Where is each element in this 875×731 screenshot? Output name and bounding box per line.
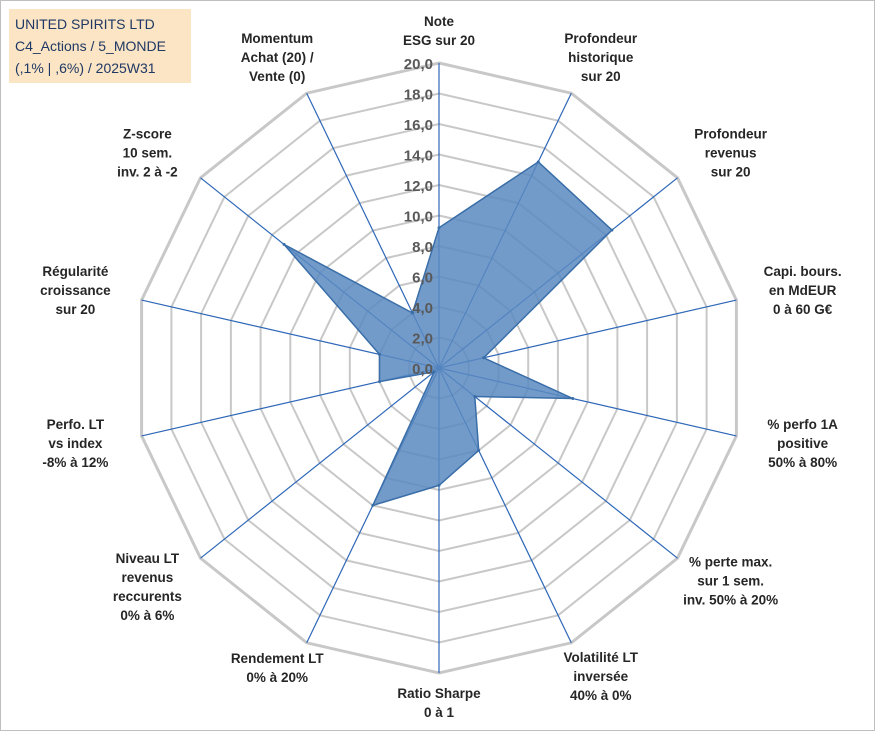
tick-label: 2,0 xyxy=(412,331,433,348)
axis-label-line: Régularité xyxy=(42,264,109,279)
axis-label-line: croissance xyxy=(40,283,111,298)
tick-label: 8,0 xyxy=(412,239,433,256)
data-point xyxy=(378,380,381,384)
data-point xyxy=(432,370,436,374)
axis-label: Capi. bours. en MdEUR 0 à 60 G€ xyxy=(764,264,842,317)
title-line-3: (,1% | ,6%) / 2025W31 xyxy=(15,60,156,76)
axis-label-line: Momentum xyxy=(241,31,313,46)
axis-label-line: 0 à 60 G€ xyxy=(773,302,833,317)
axis-spoke xyxy=(200,367,440,559)
axis-labels: Note ESG sur 20 Profondeur historique sur 20… xyxy=(40,14,841,720)
axis-label-line: 0 à 1 xyxy=(424,705,455,720)
axis-label: Note ESG sur 20 xyxy=(403,14,475,48)
axis-label: Z-score 10 sem. inv. 2 à -2 xyxy=(117,126,178,179)
axis-label-line: sur 1 sem. xyxy=(697,574,764,589)
axis-label-line: % perfo 1A xyxy=(767,417,838,432)
axis-label-line: sur 20 xyxy=(581,69,621,84)
axis-label: % perte max. sur 1 sem. inv. 50% à 20% xyxy=(683,555,778,608)
axis-label: Volatilité LT inversée 40% à 0% xyxy=(564,650,639,703)
tick-label: 20,0 xyxy=(404,56,433,73)
axis-label-line: Profondeur xyxy=(564,31,637,46)
data-point xyxy=(371,503,375,507)
axis-label-line: reccurents xyxy=(113,589,182,604)
axis-label-line: Ratio Sharpe xyxy=(397,686,481,701)
title-line-1: UNITED SPIRITS LTD xyxy=(15,16,155,32)
axis-label-line: Achat (20) / xyxy=(241,50,314,65)
data-point xyxy=(482,356,486,360)
axis-label-line: Perfo. LT xyxy=(47,417,105,432)
tick-label: 18,0 xyxy=(404,87,433,104)
axis-label-line: 40% à 0% xyxy=(570,688,632,703)
data-point xyxy=(437,226,441,230)
axis-label-line: positive xyxy=(777,436,829,451)
tick-label: 0,0 xyxy=(412,361,433,378)
axis-label-line: -8% à 12% xyxy=(42,455,108,470)
axis-label: Momentum Achat (20) / Vente (0) xyxy=(241,31,314,84)
axis-label-line: 10 sem. xyxy=(123,145,173,160)
radial-tick-labels: 0,0 2,0 4,0 6,0 8,0 10,0 12,0 14,0 16,0 18,0 20,0 xyxy=(404,56,433,378)
data-point xyxy=(437,483,441,487)
axis-spoke xyxy=(438,299,737,369)
axis-label-line: sur 20 xyxy=(711,164,751,179)
tick-label: 14,0 xyxy=(404,148,433,165)
axis-label-line: Rendement LT xyxy=(231,651,325,666)
axis-label: Régularité croissance sur 20 xyxy=(40,264,111,317)
axis-label-line: sur 20 xyxy=(56,302,96,317)
axis-label: Niveau LT revenus reccurents 0% à 6% xyxy=(113,551,182,623)
axis-label-line: historique xyxy=(568,50,634,65)
axis-label-line: en MdEUR xyxy=(769,283,837,298)
axis-label-line: inv. 50% à 20% xyxy=(683,593,778,608)
axis-label-line: inversée xyxy=(573,669,628,684)
tick-label: 12,0 xyxy=(404,178,433,195)
axis-label-line: Vente (0) xyxy=(249,69,305,84)
axis-label-line: Z-score xyxy=(123,126,172,141)
axis-label: Rendement LT 0% à 20% xyxy=(231,651,325,685)
axis-spoke xyxy=(438,367,678,559)
axis-label: Perfo. LT vs index -8% à 12% xyxy=(42,417,108,470)
data-point xyxy=(378,352,381,356)
axis-label-line: vs index xyxy=(48,436,103,451)
axis-label: % perfo 1A positive 50% à 80% xyxy=(767,417,838,470)
axis-label-line: Profondeur xyxy=(694,126,767,141)
data-point xyxy=(610,228,614,232)
axis-label-line: 0% à 20% xyxy=(246,670,308,685)
axis-label-line: revenus xyxy=(122,570,174,585)
axis-label-line: Niveau LT xyxy=(116,551,180,566)
radar-series xyxy=(282,160,614,507)
data-point xyxy=(473,395,477,398)
tick-label: 4,0 xyxy=(412,300,433,317)
axis-label-line: revenus xyxy=(705,145,757,160)
data-point xyxy=(536,160,540,164)
data-point xyxy=(411,311,414,315)
data-point xyxy=(477,448,481,452)
axis-label-line: 50% à 80% xyxy=(768,455,837,470)
axis-label-line: Volatilité LT xyxy=(564,650,639,665)
axis-label-line: ESG sur 20 xyxy=(403,33,475,48)
axis-label: Profondeur historique sur 20 xyxy=(564,31,637,84)
axis-label-line: inv. 2 à -2 xyxy=(117,164,178,179)
tick-label: 6,0 xyxy=(412,270,433,287)
axis-label-line: % perte max. xyxy=(689,555,772,570)
tick-label: 16,0 xyxy=(404,117,433,134)
axis-label: Profondeur revenus sur 20 xyxy=(694,126,767,179)
chart-title-box: UNITED SPIRITS LTD C4_Actions / 5_MONDE … xyxy=(9,9,191,83)
tick-label: 10,0 xyxy=(404,209,433,226)
data-point xyxy=(282,242,286,246)
data-point xyxy=(571,397,575,400)
axis-label-line: Capi. bours. xyxy=(764,264,842,279)
axis-label-line: 0% à 6% xyxy=(120,608,174,623)
axis-label: Ratio Sharpe 0 à 1 xyxy=(397,686,481,720)
title-line-2: C4_Actions / 5_MONDE xyxy=(15,38,166,54)
axis-label-line: Note xyxy=(424,14,454,29)
